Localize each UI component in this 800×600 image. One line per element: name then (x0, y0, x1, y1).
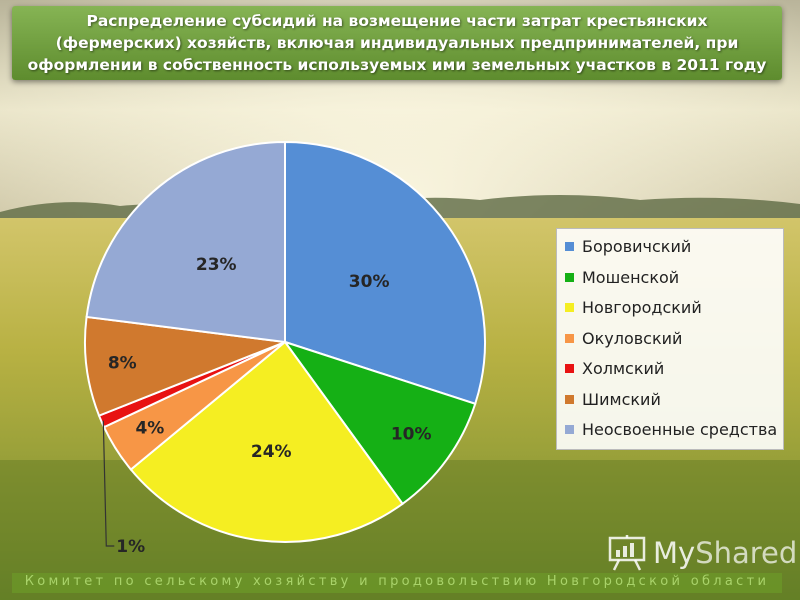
watermark-my: My (653, 536, 696, 570)
watermark-shared: Shared (695, 536, 798, 570)
legend-swatch-7 (565, 425, 574, 434)
legend-label-2: Мошенской (582, 267, 680, 287)
legend-item-5: Холмский (565, 359, 664, 378)
pie-slice-7 (85, 140, 286, 344)
legend-label-4: Окуловский (582, 328, 683, 348)
legend-label-3: Новгородский (582, 298, 702, 317)
data-label-6: 8% (108, 354, 137, 374)
legend-item-2: Мошенской (565, 268, 679, 287)
pie-slice-2 (282, 340, 477, 506)
legend-label-7: Неосвоенные средства (582, 420, 778, 439)
legend-swatch-6 (565, 394, 574, 404)
pie-slice-3 (129, 340, 404, 543)
legend-item-7: Неосвоенные средства (565, 420, 777, 439)
data-label-7: 23% (196, 255, 237, 275)
legend-swatch-5 (565, 364, 574, 373)
legend-swatch-4 (565, 333, 574, 343)
legend-label-5: Холмский (582, 359, 665, 378)
legend-item-3: Новгородский (565, 298, 702, 317)
pie-slices (84, 140, 486, 543)
footer-text: Комитет по сельскому хозяйству и продово… (24, 574, 770, 589)
leader-line-5 (102, 420, 115, 547)
title-band (12, 6, 782, 80)
legend-swatch-3 (565, 303, 574, 312)
chart-legend: Боровичский Мошенской Новгородский Окуловск… (556, 228, 784, 450)
legend-item-4: Окуловский (565, 329, 682, 348)
pie-slice-1 (284, 140, 486, 406)
legend-swatch-1 (565, 242, 574, 251)
data-label-1: 30% (349, 272, 390, 292)
chart-title: Распределение субсидий на возмещение час… (27, 12, 767, 74)
watermark: MyShared (607, 535, 797, 571)
legend-swatch-2 (565, 272, 574, 282)
legend-label-1: Боровичский (582, 237, 692, 256)
data-label-3: 24% (251, 442, 292, 462)
data-label-5: 1% (116, 537, 145, 557)
legend-item-1: Боровичский (565, 237, 691, 256)
presentation-board-icon (608, 535, 646, 571)
pie-slice-6 (84, 315, 286, 417)
data-label-4: 4% (135, 419, 164, 439)
data-label-2: 10% (391, 425, 432, 445)
footer-band (12, 573, 782, 593)
legend-item-6: Шимский (565, 390, 661, 409)
pie-labels: 30% 10% 24% 4% 1% 8% 23% (102, 255, 432, 557)
legend-label-6: Шимский (582, 389, 661, 409)
